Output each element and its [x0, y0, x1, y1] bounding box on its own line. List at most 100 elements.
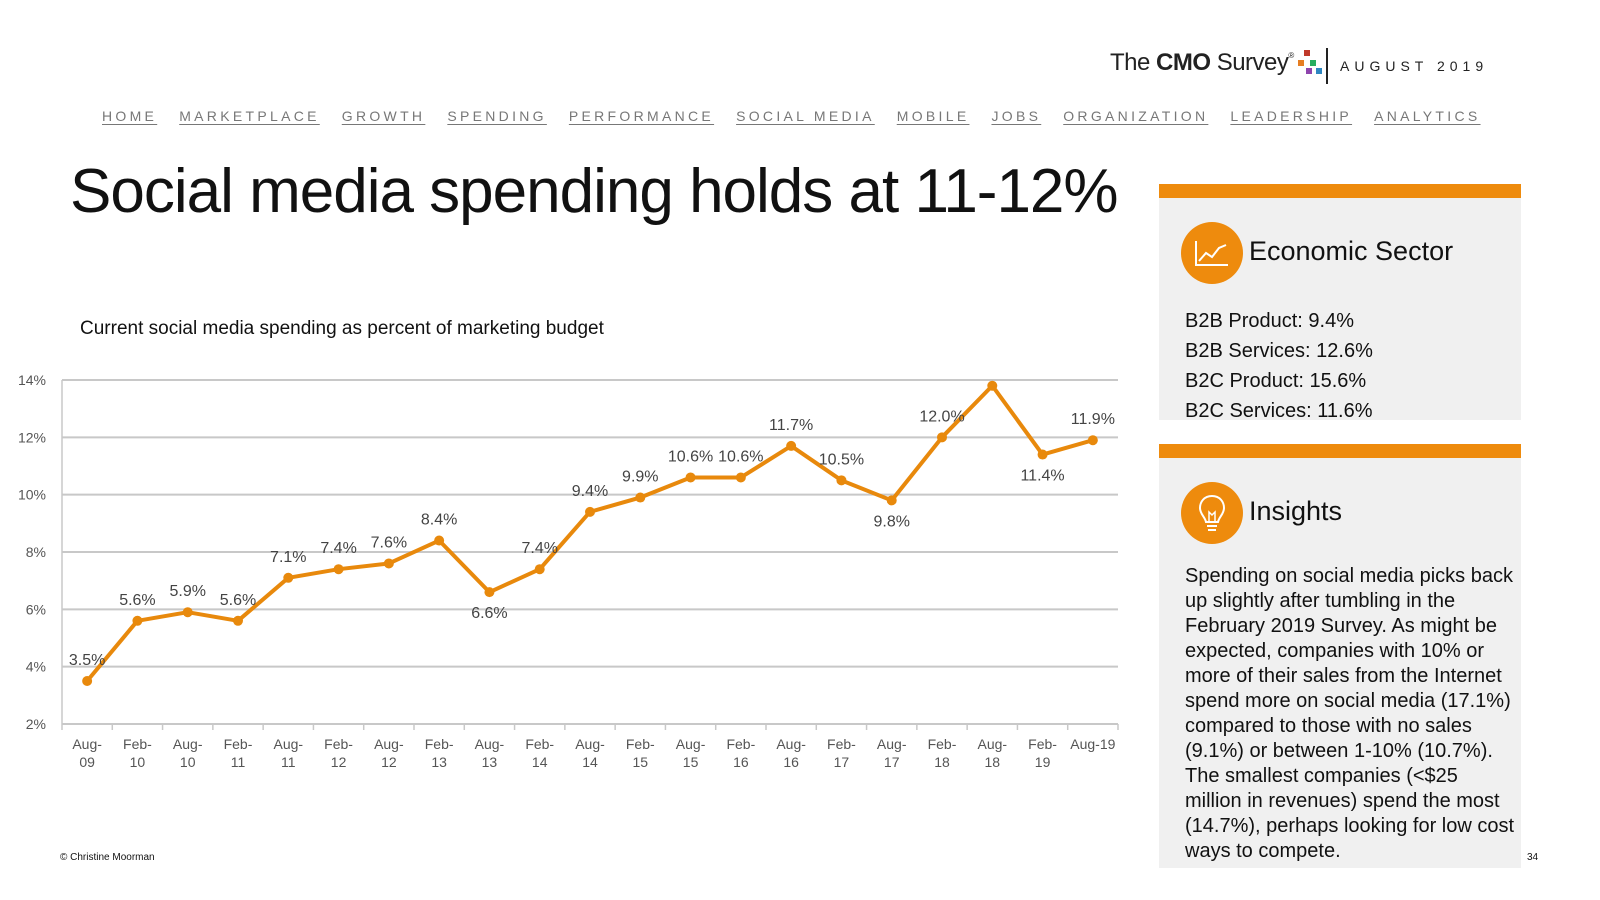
x-tick-label: Aug- 10 — [173, 736, 203, 770]
nav-organization[interactable]: ORGANIZATION — [1063, 108, 1208, 124]
data-label: 10.5% — [819, 451, 864, 468]
x-tick-label: Feb- 12 — [324, 736, 353, 770]
x-tick-label: Aug-19 — [1070, 736, 1115, 752]
nav-analytics[interactable]: ANALYTICS — [1374, 108, 1480, 124]
x-tick-label-line: Feb- — [827, 736, 856, 752]
registered-mark: ® — [1288, 51, 1294, 60]
x-tick-label-line: Aug- — [676, 736, 706, 752]
chart-subtitle: Current social media spending as percent… — [80, 318, 604, 340]
x-tick-label-line: Aug- — [877, 736, 907, 752]
logo-prefix: The — [1110, 49, 1156, 76]
data-point — [987, 381, 997, 391]
line-chart: 2% 4% 6% 8% 10% 12% 14% Aug- 09 Feb- 10 Aug- 10 Feb- 1… — [0, 370, 1160, 790]
x-tick-label-line: 11 — [281, 754, 296, 770]
data-point — [82, 676, 92, 686]
x-tick-label-line: Aug- — [273, 736, 303, 752]
data-label: 9.9% — [622, 469, 658, 486]
nav-jobs[interactable]: JOBS — [991, 108, 1041, 124]
data-label-layer: 3.5% 5.6% 5.9% 5.6% 7.1% 7.4% 7.6% 8.4% 6.6% 7.4%… — [69, 370, 1115, 669]
data-point — [434, 536, 444, 546]
series-layer — [82, 381, 1098, 686]
x-tick-label: Feb- 15 — [626, 736, 655, 770]
x-tick-label: Aug- 18 — [977, 736, 1007, 770]
sector-item: B2B Product: 9.4% — [1185, 306, 1373, 336]
x-tick-label-line: Aug- — [374, 736, 404, 752]
nav-growth[interactable]: GROWTH — [342, 108, 426, 124]
x-tick-label: Aug- 12 — [374, 736, 404, 770]
logo-suffix: Survey — [1211, 49, 1289, 76]
x-tick-label: Aug- 16 — [776, 736, 806, 770]
grid-layer — [62, 380, 1118, 724]
x-tick-label-line: 17 — [884, 754, 900, 770]
y-tick-label: 4% — [26, 659, 46, 675]
x-tick-label-line: Feb- — [626, 736, 655, 752]
nav-leadership[interactable]: LEADERSHIP — [1230, 108, 1352, 124]
data-point — [736, 472, 746, 482]
logo-divider — [1326, 48, 1328, 84]
data-label: 7.4% — [521, 540, 557, 557]
sector-list: B2B Product: 9.4% B2B Services: 12.6% B2… — [1185, 306, 1373, 426]
x-tick-label-line: 10 — [130, 754, 146, 770]
data-point — [1038, 450, 1048, 460]
data-label: 11.7% — [769, 417, 813, 434]
axis-layer: 2% 4% 6% 8% 10% 12% 14% Aug- 09 Feb- 10 Aug- 10 Feb- 1… — [18, 372, 1118, 770]
nav-mobile[interactable]: MOBILE — [897, 108, 970, 124]
x-tick-label-line: Feb- — [425, 736, 454, 752]
data-point — [937, 432, 947, 442]
logo-text: The CMO Survey — [1110, 49, 1288, 77]
nav-spending[interactable]: SPENDING — [447, 108, 547, 124]
x-tick-label: Aug- 14 — [575, 736, 605, 770]
nav-marketplace[interactable]: MARKETPLACE — [179, 108, 320, 124]
y-tick-label: 2% — [26, 716, 46, 732]
copyright: © Christine Moorman — [60, 852, 155, 863]
x-tick-label-line: Feb- — [324, 736, 353, 752]
x-tick-label-line: 18 — [984, 754, 1000, 770]
data-point — [535, 564, 545, 574]
data-label: 5.9% — [169, 583, 205, 600]
data-label: 5.6% — [220, 592, 256, 609]
x-tick-label-line: Feb- — [525, 736, 554, 752]
insights-heading: Insights — [1249, 496, 1342, 527]
data-point — [384, 558, 394, 568]
x-tick-label-line: 12 — [381, 754, 397, 770]
data-label: 6.6% — [471, 605, 507, 622]
x-tick-label: Feb- 18 — [928, 736, 957, 770]
x-tick-label-line: Aug- — [173, 736, 203, 752]
data-point — [484, 587, 494, 597]
data-label: 9.8% — [873, 513, 909, 530]
x-tick-label-line: 15 — [683, 754, 699, 770]
x-tick-label-line: 16 — [783, 754, 799, 770]
x-tick-label-line: Feb- — [726, 736, 755, 752]
logo-dots-icon — [1296, 48, 1324, 78]
x-tick-label-line: 13 — [482, 754, 498, 770]
nav-home[interactable]: HOME — [102, 108, 157, 124]
economic-sector-panel: Economic Sector B2B Product: 9.4% B2B Se… — [1159, 184, 1521, 420]
data-label: 11.4% — [1020, 468, 1064, 485]
logo-dot — [1316, 68, 1322, 74]
logo-dot — [1306, 68, 1312, 74]
data-point — [635, 493, 645, 503]
nav-performance[interactable]: PERFORMANCE — [569, 108, 714, 124]
x-tick-label-line: Aug- — [575, 736, 605, 752]
data-point — [183, 607, 193, 617]
nav-social-media[interactable]: SOCIAL MEDIA — [736, 108, 875, 124]
line-chart-icon — [1181, 222, 1243, 284]
lightbulb-icon — [1181, 482, 1243, 544]
data-point — [334, 564, 344, 574]
y-tick-label: 12% — [18, 429, 46, 445]
data-label: 9.4% — [572, 483, 608, 500]
data-point — [1088, 435, 1098, 445]
data-label: 10.6% — [668, 448, 713, 465]
insights-panel: Insights Spending on social media picks … — [1159, 444, 1521, 868]
data-point — [686, 472, 696, 482]
x-tick-label: Feb- 19 — [1028, 736, 1057, 770]
x-tick-label-line: Aug- — [475, 736, 505, 752]
x-tick-label: Feb- 16 — [726, 736, 755, 770]
x-tick-label-line: 13 — [431, 754, 447, 770]
data-label: 7.4% — [320, 540, 356, 557]
logo-bold: CMO — [1156, 49, 1211, 76]
y-tick-label: 8% — [26, 544, 46, 560]
logo-dot — [1298, 60, 1304, 66]
data-point — [233, 616, 243, 626]
x-tick-label: Feb- 10 — [123, 736, 152, 770]
